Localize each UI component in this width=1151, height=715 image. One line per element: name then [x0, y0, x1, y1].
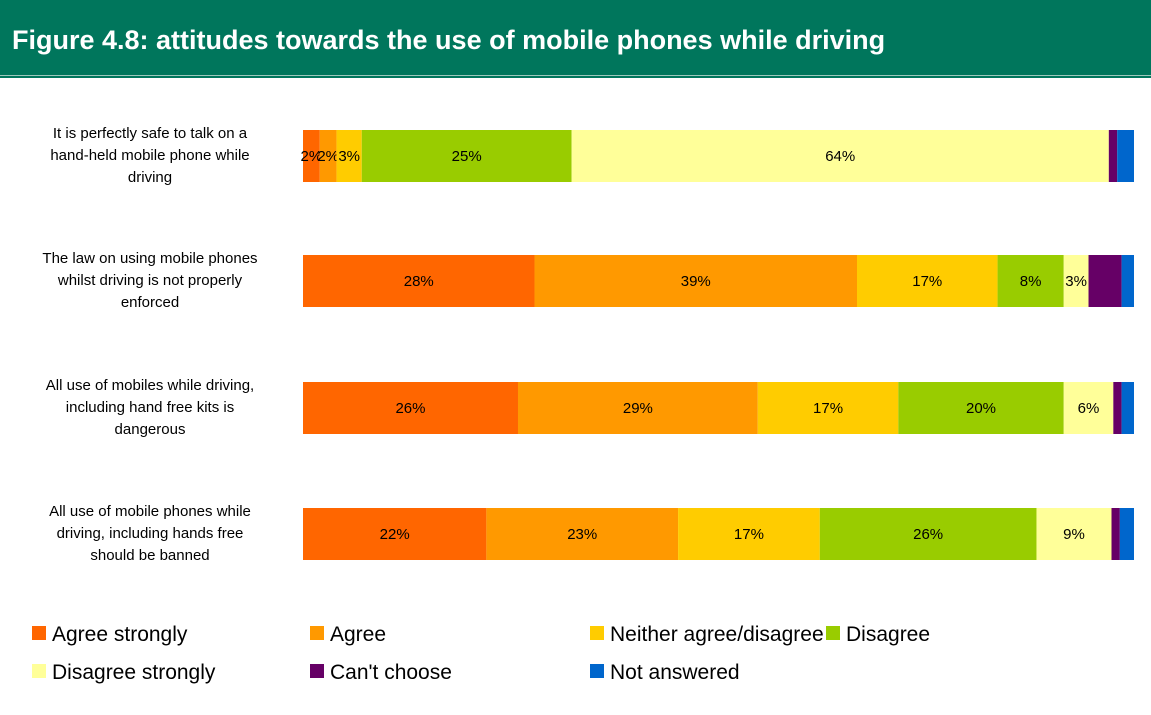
- bar-segment: [997, 255, 1064, 307]
- bar-segment: [1108, 130, 1118, 182]
- bar-segment: [1117, 130, 1134, 182]
- legend-swatch: [32, 664, 46, 679]
- legend-swatch: [310, 626, 324, 641]
- legend-item: Agree strongly: [32, 623, 187, 647]
- bar-segment: [1088, 255, 1122, 307]
- legend-item: Disagree strongly: [32, 661, 215, 685]
- legend-label: Can't choose: [330, 661, 452, 684]
- data-label: 25%: [452, 148, 482, 165]
- data-label: 2%: [301, 148, 323, 165]
- header-divider: [0, 75, 1151, 76]
- bar-segment: [303, 130, 320, 182]
- data-label: 3%: [338, 148, 360, 165]
- legend-label: Neither agree/disagree: [610, 623, 824, 646]
- legend-item: Neither agree/disagree: [590, 623, 824, 647]
- legend-item: Agree: [310, 623, 386, 647]
- data-label: 26%: [913, 526, 943, 543]
- legend-swatch: [32, 626, 46, 641]
- data-label: 39%: [681, 273, 711, 290]
- data-label: 9%: [1063, 526, 1085, 543]
- data-label: 22%: [380, 526, 410, 543]
- legend-label: Agree strongly: [52, 623, 188, 646]
- data-label: 26%: [395, 400, 425, 417]
- legend-item: Disagree: [826, 623, 930, 647]
- legend-label: Agree: [330, 623, 387, 646]
- bar-segment: [361, 130, 572, 182]
- figure-header: Figure 4.8: attitudes towards the use of…: [0, 0, 1151, 78]
- bar-segment: [1121, 255, 1134, 307]
- data-label: 23%: [567, 526, 597, 543]
- data-label: 20%: [966, 400, 996, 417]
- bar-segment: [1063, 382, 1114, 434]
- bar-segment: [486, 508, 679, 560]
- category-label: The law on using mobile phones whilst dri…: [42, 250, 258, 311]
- bar-segment: [1113, 382, 1122, 434]
- bar-segment: [1111, 508, 1120, 560]
- figure-title: Figure 4.8: attitudes towards the use of…: [12, 25, 886, 55]
- data-label: 17%: [813, 400, 843, 417]
- category-label: All use of mobile phones while driving, i…: [49, 503, 251, 564]
- data-label: 28%: [404, 273, 434, 290]
- legend-label: Disagree: [846, 623, 931, 646]
- bar-segment: [319, 130, 337, 182]
- bar-segment: [303, 255, 535, 307]
- bar-segment: [898, 382, 1064, 434]
- data-label: 29%: [623, 400, 653, 417]
- data-label: 64%: [825, 148, 855, 165]
- category-label: It is perfectly safe to talk on a hand-he…: [50, 125, 250, 186]
- data-label: 8%: [1020, 273, 1042, 290]
- data-label: 6%: [1078, 400, 1100, 417]
- bar-segment: [678, 508, 820, 560]
- data-label: 17%: [734, 526, 764, 543]
- data-label: 2%: [317, 148, 339, 165]
- bar-segment: [571, 130, 1109, 182]
- legend-swatch: [590, 664, 604, 679]
- category-label: All use of mobiles while driving, includi…: [45, 377, 255, 438]
- legend-item: Can't choose: [310, 661, 452, 685]
- bar-segment: [1063, 255, 1089, 307]
- legend-item: Not answered: [590, 661, 740, 685]
- data-label: 17%: [912, 273, 942, 290]
- bar-segment: [534, 255, 857, 307]
- bar-segment: [819, 508, 1037, 560]
- legend-label: Disagree strongly: [52, 661, 216, 684]
- bar-segment: [1119, 508, 1134, 560]
- bar-segment: [757, 382, 899, 434]
- legend-label: Not answered: [610, 661, 740, 684]
- bar-segment: [517, 382, 758, 434]
- bar-segment: [1121, 382, 1134, 434]
- bar-segment: [857, 255, 998, 307]
- legend-swatch: [826, 626, 840, 641]
- legend-swatch: [310, 664, 324, 679]
- bar-segment: [1036, 508, 1112, 560]
- legend-swatch: [590, 626, 604, 641]
- bar-segment: [303, 508, 487, 560]
- bar-segment: [303, 382, 518, 434]
- data-label: 3%: [1065, 273, 1087, 290]
- bar-segment: [336, 130, 362, 182]
